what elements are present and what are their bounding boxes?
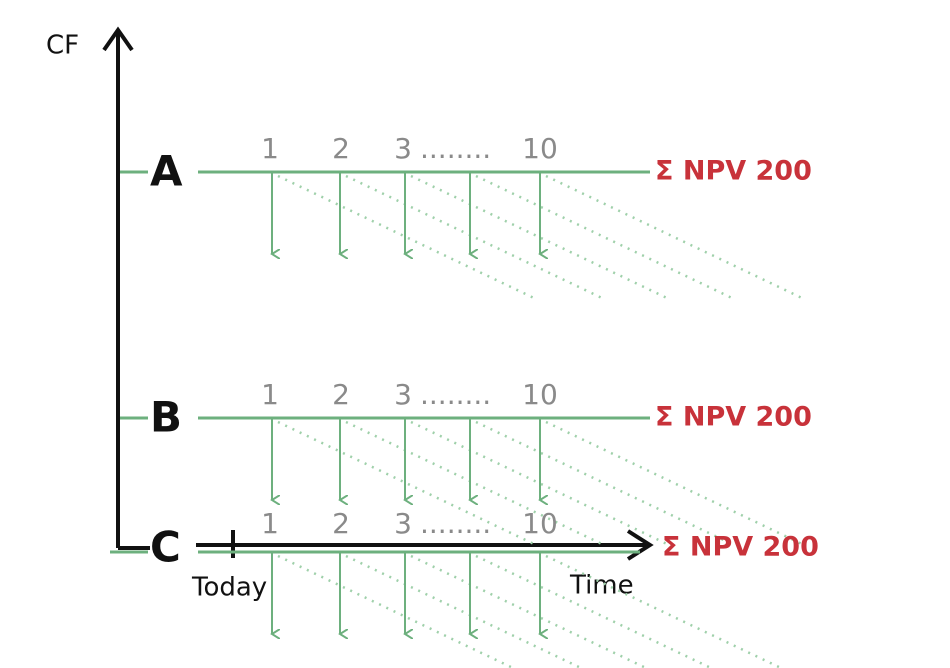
discount-line <box>545 420 803 546</box>
discount-line <box>545 174 803 300</box>
row-label: A <box>150 147 183 196</box>
period-ellipsis: ........ <box>420 378 491 411</box>
y-axis-label: CF <box>46 31 79 61</box>
period-label: 3 <box>394 378 412 411</box>
row-label: B <box>150 393 182 442</box>
period-ellipsis: ........ <box>420 507 491 540</box>
period-label: 3 <box>394 507 412 540</box>
discount-line <box>345 174 603 300</box>
period-label: 2 <box>332 132 350 165</box>
y-axis-arrowhead <box>102 26 134 52</box>
x-axis-arrowhead <box>626 529 654 561</box>
discount-line <box>475 420 733 546</box>
discount-line <box>345 554 584 668</box>
period-label: 10 <box>522 378 558 411</box>
period-ellipsis: ........ <box>420 132 491 165</box>
row-label: C <box>150 523 181 572</box>
period-label: 2 <box>332 378 350 411</box>
period-label: 2 <box>332 507 350 540</box>
period-label: 3 <box>394 132 412 165</box>
rows: A 1 2 3 10........ Σ NPV 200 B 1 2 3 10........ Σ N… <box>110 132 819 668</box>
npv-label: Σ NPV 200 <box>662 532 819 563</box>
period-label: 10 <box>522 132 558 165</box>
period-label: 1 <box>261 507 279 540</box>
today-label: Today <box>191 573 267 603</box>
period-label: 1 <box>261 378 279 411</box>
npv-label: Σ NPV 200 <box>655 156 812 187</box>
period-label: 1 <box>261 132 279 165</box>
npv-label: Σ NPV 200 <box>655 402 812 433</box>
x-axis-label: Time <box>569 571 634 601</box>
discount-line <box>475 174 733 300</box>
period-label: 10 <box>522 507 558 540</box>
